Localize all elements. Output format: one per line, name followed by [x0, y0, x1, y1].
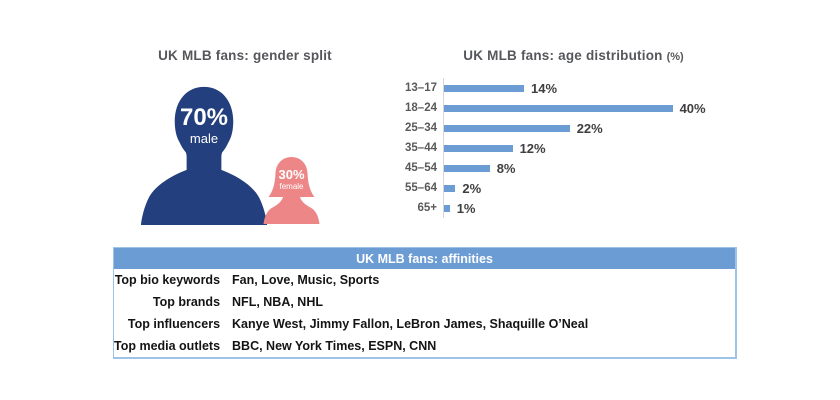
category-label: 18–24: [405, 102, 437, 114]
age-chart-title: UK MLB fans: age distribution (%): [391, 48, 756, 69]
male-silhouette-icon: [140, 86, 268, 225]
row-label: Top media outlets: [114, 339, 221, 353]
row-value: Kanye West, Jimmy Fallon, LeBron James, …: [232, 317, 589, 331]
row-label: Top influencers: [127, 317, 221, 331]
gender-split-title: UK MLB fans: gender split: [158, 48, 332, 63]
female-percentage: 30%: [278, 167, 305, 182]
bar-area: 12%: [443, 138, 756, 158]
gender-split-section: UK MLB fans: gender split: [115, 48, 375, 63]
table-row: Top influencers Kanye West, Jimmy Fallon,…: [114, 313, 737, 335]
table-row: Top brands NFL, NBA, NHL: [114, 291, 737, 313]
bar: [444, 164, 490, 172]
male-figure-text: 70% male: [140, 104, 268, 147]
female-silhouette-icon: [263, 157, 320, 224]
value-label: 40%: [679, 100, 706, 116]
value-label: 8%: [496, 160, 516, 176]
value-label: 2%: [462, 180, 482, 196]
bar-area: 2%: [443, 178, 756, 198]
category-label: 25–34: [405, 122, 437, 134]
category-label: 65+: [417, 202, 437, 214]
chart-row: 25–34 22%: [391, 118, 756, 138]
chart-row: 45–54 8%: [391, 158, 756, 178]
affinities-header-row: UK MLB fans: affinities: [113, 247, 736, 269]
bar-area: 14%: [443, 78, 756, 98]
value-label: 14%: [531, 80, 558, 96]
bar: [444, 104, 673, 112]
chart-row: 13–17 14%: [391, 78, 756, 98]
value-label: 12%: [519, 140, 546, 156]
female-silhouette-path: [263, 157, 320, 224]
bar-area: 8%: [443, 158, 756, 178]
bar: [444, 144, 513, 152]
male-silhouette: 70% male: [140, 85, 268, 225]
female-label: female: [279, 182, 304, 191]
bar-area: 40%: [443, 98, 756, 118]
row-label: Top brands: [152, 295, 221, 309]
bar: [444, 124, 570, 132]
bar-area: 22%: [443, 118, 756, 138]
male-percentage: 70%: [179, 104, 229, 131]
row-value: Fan, Love, Music, Sports: [232, 273, 380, 287]
bar: [444, 84, 524, 92]
value-label: 1%: [456, 200, 476, 216]
affinities-title: UK MLB fans: affinities: [113, 247, 736, 269]
category-label: 35–44: [405, 142, 437, 154]
table-row: Top media outlets BBC, New York Times, ES…: [114, 335, 737, 358]
value-label: 22%: [576, 120, 603, 136]
category-label: 55–64: [405, 182, 437, 194]
bar: [444, 204, 450, 212]
female-figure-text: 30% female: [263, 167, 320, 192]
chart-rows: 13–17 14% 18–24 40% 25–34 22% 35–44 12% 45–54 8% 5…: [391, 78, 756, 218]
age-chart-title-suffix: (%): [666, 51, 684, 63]
male-silhouette-path: [140, 86, 268, 225]
bar-area: 1%: [443, 198, 756, 218]
affinities-body: Top bio keywords Fan, Love, Music, Sports…: [114, 269, 737, 358]
age-distribution-chart: UK MLB fans: age distribution (%) 13–17 1…: [391, 48, 756, 218]
table-row: Top bio keywords Fan, Love, Music, Sports: [114, 269, 737, 291]
female-silhouette: 30% female: [263, 157, 320, 224]
row-value: BBC, New York Times, ESPN, CNN: [232, 339, 437, 353]
bar: [444, 184, 456, 192]
row-value: NFL, NBA, NHL: [232, 295, 323, 309]
affinities-table: UK MLB fans: affinities Top bio keywords…: [113, 247, 737, 359]
row-label: Top bio keywords: [114, 273, 221, 287]
chart-row: 35–44 12%: [391, 138, 756, 158]
chart-row: 65+ 1%: [391, 198, 756, 218]
age-chart-title-text: UK MLB fans: age distribution: [463, 48, 663, 63]
chart-row: 18–24 40%: [391, 98, 756, 118]
chart-row: 55–64 2%: [391, 178, 756, 198]
male-label: male: [189, 131, 219, 146]
category-label: 13–17: [405, 82, 437, 94]
category-label: 45–54: [405, 162, 437, 174]
